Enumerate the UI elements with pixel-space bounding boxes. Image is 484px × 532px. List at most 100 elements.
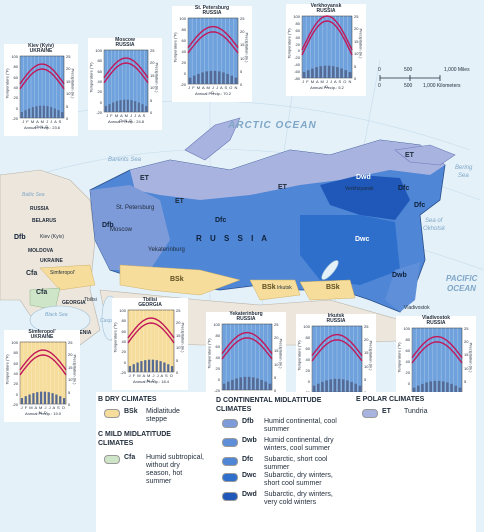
city-simferopol: Simferopol' — [50, 270, 75, 276]
country-label-ukraine: UKRAINE — [40, 258, 63, 264]
bsk-code: BSk — [124, 408, 138, 415]
precip-bar — [268, 383, 272, 390]
precip-tick-label: 5 — [176, 357, 179, 363]
precip-tick-label: 5 — [464, 378, 467, 384]
climograph-title: Kiev (Kyiv) — [28, 43, 54, 49]
temp-tick-label: 20 — [405, 370, 410, 375]
precip-tick-label: 0 — [150, 110, 153, 115]
dwc-desc: Subarctic, dry winters, short cool summe… — [264, 472, 333, 487]
temp-axis-title: Temperature (°F) — [172, 32, 178, 63]
precip-bar — [325, 380, 328, 392]
zone-bsk-region-1 — [119, 264, 241, 296]
temp-tick-label: 60 — [405, 348, 410, 353]
precip-tick-label: 25 — [464, 326, 469, 331]
precip-bar — [337, 378, 341, 392]
precip-tick-label: 15 — [68, 364, 73, 370]
temp-tick-label: 0 — [297, 48, 300, 54]
precip-tick-label: 5 — [364, 376, 367, 382]
precip-bar — [315, 67, 318, 78]
precip-bar — [321, 381, 324, 392]
dwb-desc: Humid continental, dry winters, cool sum… — [264, 437, 334, 452]
zone-label-cfa-2: Cfa — [36, 289, 48, 296]
annual-precip-label: Annual Precip.: 18.4 — [132, 379, 170, 384]
temp-tick-label: 60 — [121, 328, 126, 334]
precip-bar — [446, 382, 449, 394]
climograph-title: St. Petersburg — [194, 5, 230, 11]
temp-tick-label: 40 — [13, 85, 18, 90]
precip-bar — [319, 66, 323, 78]
precip-bar — [421, 383, 424, 394]
dfb-swatch — [222, 419, 238, 428]
temperature-line — [301, 15, 353, 51]
temp-tick-label: 0 — [407, 381, 410, 386]
precip-axis-title: Precipitation (in.) — [154, 62, 160, 93]
temp-axis-title: Temperature (°F) — [396, 342, 402, 373]
precip-tick-label: 15 — [274, 348, 279, 354]
precip-tick-label: 25 — [354, 14, 359, 19]
temp-tick-label: 40 — [215, 355, 220, 360]
precip-bar — [450, 383, 453, 394]
precip-bar — [159, 361, 162, 372]
temp-tick-label: 40 — [181, 49, 186, 54]
temp-tick-label: 80 — [13, 64, 18, 70]
precip-tick-label: 5 — [274, 374, 277, 380]
land-europe — [0, 169, 101, 346]
city-yekaterinburg: Yekaterinburg — [148, 247, 185, 253]
temp-tick-label: 60 — [305, 346, 310, 351]
climograph-panel: Simferopol' UKRAINE 100 80 60 40 20 0 -20 25 20 15 1… — [4, 330, 80, 422]
temp-tick-label: 20 — [121, 349, 126, 355]
temperature-line — [127, 322, 175, 344]
precip-bar — [234, 77, 238, 84]
precip-axis-title: Precipitation (in.) — [180, 322, 186, 353]
sea-label-black: Black Sea — [45, 312, 68, 318]
precip-axis-title: Precipitation (in.) — [72, 354, 78, 385]
zone-bsk-region-3 — [299, 279, 356, 301]
temp-tick-label: 80 — [97, 58, 102, 64]
temp-axis-title: Temperature (°F) — [4, 68, 10, 99]
temp-axis-title: Temperature (°F) — [286, 28, 292, 59]
temp-tick-label: 60 — [295, 27, 300, 33]
sea-label-bering-1: Bering — [455, 165, 473, 171]
precip-bar — [134, 101, 137, 112]
precip-bar — [163, 362, 166, 372]
precip-bar — [24, 110, 27, 118]
temp-tick-label: 60 — [13, 74, 18, 80]
zone-label-dfc-1: Dfc — [215, 217, 227, 224]
precip-tick-label: 10 — [354, 51, 359, 57]
precip-bar — [311, 68, 314, 78]
zone-label-et-4: ET — [405, 152, 414, 159]
climograph-title: Vladivostok — [421, 315, 451, 321]
dwd-swatch — [222, 492, 238, 501]
zone-label-dwb: Dwb — [392, 272, 407, 279]
precip-tick-label: 25 — [274, 322, 279, 327]
precip-tick-label: 10 — [274, 361, 279, 367]
cfa-desc: Humid subtropical, without dry season, h… — [146, 454, 204, 485]
precip-bar — [230, 75, 234, 84]
city-tbilisi: Tbilisi — [84, 297, 97, 303]
zone-label-dwc: Dwc — [355, 236, 370, 243]
temperature-line — [411, 341, 463, 364]
dwc-swatch — [222, 473, 238, 482]
temp-tick-label: 20 — [295, 41, 300, 47]
precip-bar — [24, 396, 27, 404]
city-irkutsk: Irkutsk — [277, 285, 292, 291]
precip-bar — [53, 108, 56, 118]
sea-label-baltic: Baltic Sea — [22, 192, 45, 198]
precip-bar — [155, 360, 158, 372]
climograph-title: Yekaterinburg — [229, 311, 263, 317]
zone-label-bsk-2: BSk — [262, 284, 276, 291]
month-axis-labels: J F M A M J J A S O N D — [188, 85, 238, 95]
temp-tick-label: -20 — [120, 370, 126, 375]
temp-tick-label: 100 — [403, 326, 410, 331]
precip-tick-label: 10 — [240, 55, 245, 61]
precip-bar — [123, 99, 126, 112]
climograph-country: RUSSIA — [316, 8, 336, 14]
temp-tick-label: -20 — [12, 402, 18, 407]
city-verkhoyansk: Verkhoyansk — [345, 186, 374, 192]
zone-label-dfb-2: Dfb — [14, 234, 26, 241]
precip-bar — [331, 66, 335, 78]
precip-bar — [104, 106, 107, 112]
precip-tick-label: 25 — [176, 308, 181, 313]
precip-bar — [59, 396, 62, 404]
temp-tick-label: 40 — [121, 339, 126, 344]
